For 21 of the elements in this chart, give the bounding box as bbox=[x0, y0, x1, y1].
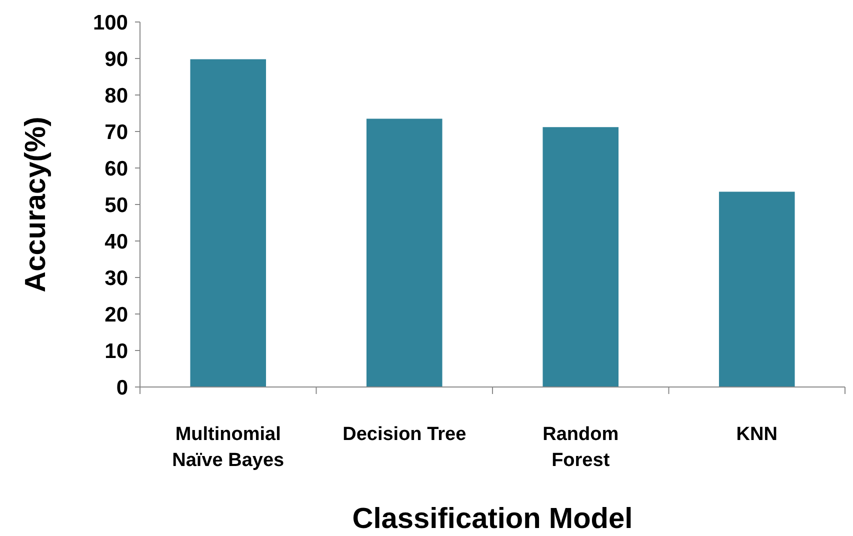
y-tick-label: 0 bbox=[116, 376, 128, 400]
y-tick-label: 50 bbox=[104, 194, 128, 217]
y-tick-label: 20 bbox=[104, 303, 128, 326]
bar bbox=[190, 59, 266, 387]
y-tick-label: 30 bbox=[104, 266, 128, 290]
y-tick-label: 90 bbox=[104, 48, 128, 71]
y-axis-title: Accuracy(%) bbox=[20, 116, 52, 292]
x-tick-label: KNN bbox=[736, 424, 778, 445]
x-tick-label: Random Forest bbox=[542, 424, 619, 471]
bar bbox=[542, 127, 619, 387]
x-axis-title: Classification Model bbox=[352, 503, 633, 535]
y-tick-label: 60 bbox=[104, 157, 128, 180]
y-tick-label: 10 bbox=[104, 340, 128, 363]
bar bbox=[718, 192, 795, 387]
x-tick-label: Decision Tree bbox=[342, 424, 466, 445]
x-tick-label: Multinomial Naïve Bayes bbox=[172, 424, 284, 471]
y-tick-label: 80 bbox=[104, 84, 128, 108]
y-tick-label: 70 bbox=[104, 120, 128, 144]
y-tick-label: 100 bbox=[92, 11, 128, 34]
y-tick-label: 40 bbox=[104, 230, 128, 254]
bar bbox=[366, 118, 442, 387]
